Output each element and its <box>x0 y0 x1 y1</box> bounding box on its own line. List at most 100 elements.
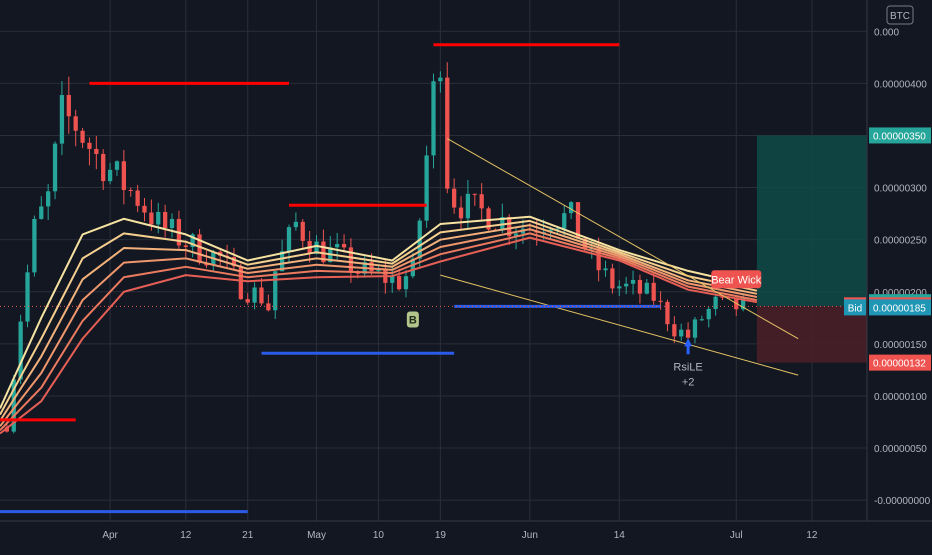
candle-body[interactable] <box>486 208 491 230</box>
candle-body[interactable] <box>665 301 670 325</box>
candle-body[interactable] <box>562 213 567 229</box>
candle-body[interactable] <box>231 257 237 267</box>
candle-body[interactable] <box>555 228 560 230</box>
trendline-1[interactable] <box>447 138 799 340</box>
candle-body[interactable] <box>424 155 429 221</box>
candle-body[interactable] <box>163 212 168 229</box>
candle-body[interactable] <box>390 276 395 283</box>
candle-body[interactable] <box>300 221 305 241</box>
candle-body[interactable] <box>658 300 663 302</box>
candle-body[interactable] <box>706 309 711 320</box>
candle-body[interactable] <box>128 189 133 191</box>
candle-body[interactable] <box>25 272 30 322</box>
candle-body[interactable] <box>548 229 553 232</box>
candle-body[interactable] <box>293 221 299 228</box>
candle-body[interactable] <box>431 81 436 156</box>
candle-body[interactable] <box>679 329 684 337</box>
candle-body[interactable] <box>252 287 257 303</box>
candle-body[interactable] <box>73 116 78 131</box>
candle-body[interactable] <box>513 233 519 237</box>
candle-body[interactable] <box>699 319 704 321</box>
candle-body[interactable] <box>286 227 292 252</box>
candle-body[interactable] <box>87 142 92 149</box>
candle-body[interactable] <box>11 379 16 432</box>
trendline-2[interactable] <box>440 274 799 376</box>
candle-body[interactable] <box>396 276 402 290</box>
candle-body[interactable] <box>107 169 113 182</box>
candle-body[interactable] <box>4 427 10 432</box>
position-target-zone[interactable] <box>756 135 867 307</box>
candle-body[interactable] <box>713 296 718 310</box>
candle-body[interactable] <box>507 217 512 237</box>
candle-body[interactable] <box>410 258 415 277</box>
candle-body[interactable] <box>190 234 195 247</box>
candle-body[interactable] <box>603 268 608 271</box>
price-tag-side[interactable] <box>844 299 866 316</box>
candle-body[interactable] <box>403 276 409 290</box>
candle-body[interactable] <box>314 241 319 254</box>
candle-body[interactable] <box>479 194 484 209</box>
candle-body[interactable] <box>630 279 636 284</box>
candle-body[interactable] <box>259 287 264 304</box>
candle-body[interactable] <box>348 247 354 273</box>
candle-body[interactable] <box>610 268 615 289</box>
buy-marker[interactable] <box>406 311 419 328</box>
candle-body[interactable] <box>245 299 250 303</box>
candle-body[interactable] <box>183 245 188 247</box>
rsile-arrow-icon[interactable] <box>684 338 693 355</box>
candle-body[interactable] <box>369 262 374 272</box>
candle-body[interactable] <box>169 218 175 229</box>
candle-body[interactable] <box>596 248 601 271</box>
candle-body[interactable] <box>114 161 120 170</box>
candle-body[interactable] <box>94 148 99 154</box>
candle-body[interactable] <box>156 212 161 225</box>
price-tag[interactable] <box>869 354 931 371</box>
symbol-badge[interactable] <box>886 5 914 25</box>
candle-body[interactable] <box>685 329 691 338</box>
candle-body[interactable] <box>101 153 106 182</box>
candle-body[interactable] <box>617 286 622 289</box>
candle-body[interactable] <box>197 234 202 263</box>
price-tag[interactable] <box>869 127 931 144</box>
position-stop-zone[interactable] <box>756 306 867 363</box>
candle-body[interactable] <box>121 161 126 190</box>
candle-body[interactable] <box>279 251 285 272</box>
candle-body[interactable] <box>335 244 340 248</box>
candle-body[interactable] <box>624 283 629 287</box>
candle-body[interactable] <box>458 207 464 219</box>
candle-body[interactable] <box>273 271 278 311</box>
candle-body[interactable] <box>355 272 360 274</box>
candle-body[interactable] <box>59 95 65 144</box>
candle-body[interactable] <box>80 130 85 143</box>
candle-body[interactable] <box>672 324 677 337</box>
candle-body[interactable] <box>238 266 243 300</box>
candle-body[interactable] <box>321 241 326 263</box>
candle-body[interactable] <box>142 205 147 213</box>
candle-body[interactable] <box>149 212 154 225</box>
candle-body[interactable] <box>465 193 471 219</box>
candle-body[interactable] <box>32 218 37 273</box>
candle-body[interactable] <box>692 319 698 338</box>
candle-body[interactable] <box>39 206 44 219</box>
candle-body[interactable] <box>452 188 457 208</box>
candle-body[interactable] <box>568 202 574 214</box>
candle-body[interactable] <box>445 77 450 189</box>
candle-body[interactable] <box>651 282 656 301</box>
candle-body[interactable] <box>46 191 51 207</box>
candle-body[interactable] <box>472 193 477 195</box>
candle-body[interactable] <box>741 297 746 310</box>
candle-body[interactable] <box>644 282 649 294</box>
bear-wick-badge[interactable] <box>711 270 762 289</box>
candle-body[interactable] <box>438 77 443 82</box>
candle-body[interactable] <box>18 321 23 380</box>
candle-body[interactable] <box>66 95 71 117</box>
price-tag[interactable] <box>869 299 931 316</box>
candle-body[interactable] <box>637 279 643 294</box>
candle-body[interactable] <box>575 202 581 239</box>
candle-body[interactable] <box>720 296 725 298</box>
candle-body[interactable] <box>52 143 58 192</box>
candle-body[interactable] <box>341 244 347 248</box>
candle-body[interactable] <box>376 270 381 272</box>
